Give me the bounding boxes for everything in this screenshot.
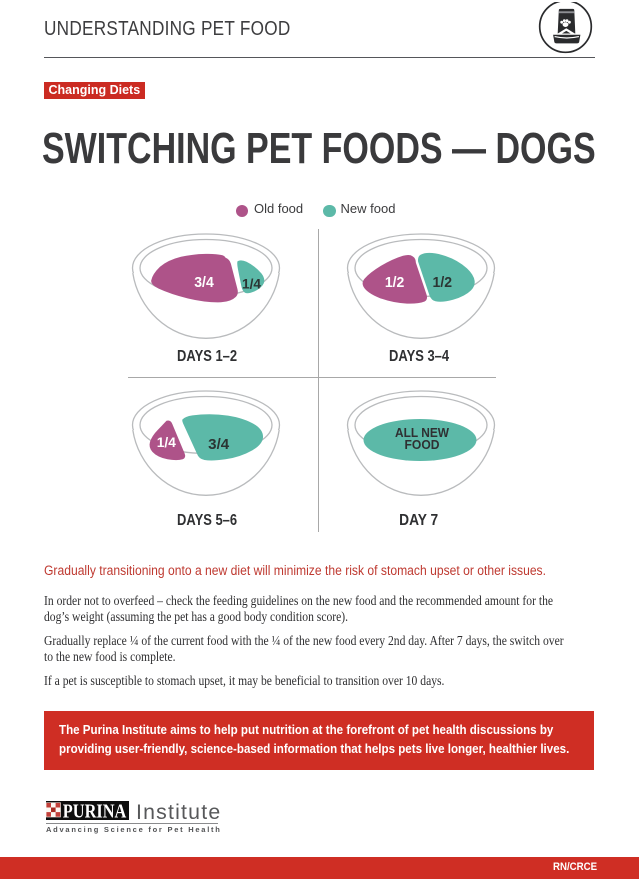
svg-text:ALL NEW: ALL NEW bbox=[395, 425, 450, 440]
svg-text:1/2: 1/2 bbox=[385, 275, 405, 291]
svg-text:1/4: 1/4 bbox=[242, 275, 261, 291]
svg-text:PURINA: PURINA bbox=[63, 801, 127, 821]
svg-text:FOOD: FOOD bbox=[405, 437, 440, 452]
svg-text:3/4: 3/4 bbox=[208, 437, 229, 453]
svg-text:3/4: 3/4 bbox=[194, 275, 214, 291]
svg-text:1/2: 1/2 bbox=[433, 275, 453, 291]
svg-text:1/4: 1/4 bbox=[157, 434, 176, 450]
